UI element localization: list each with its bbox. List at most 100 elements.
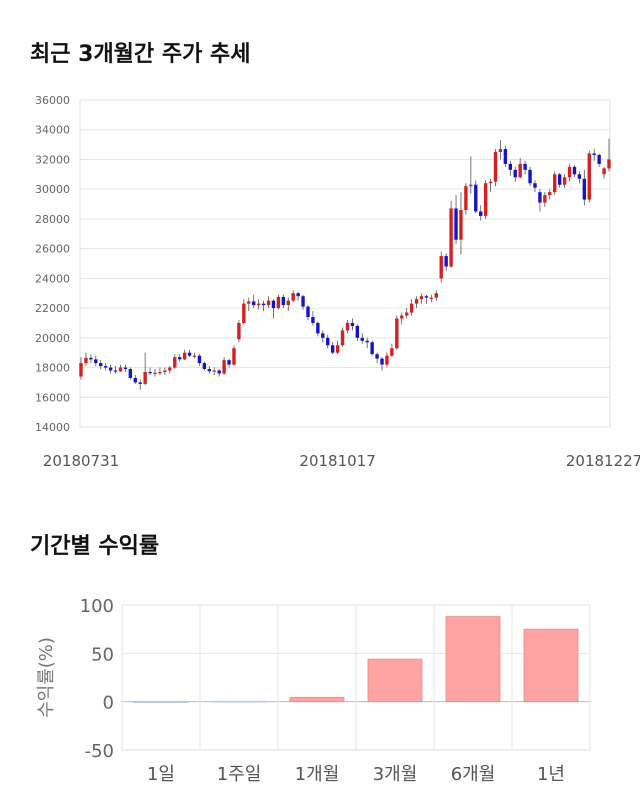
candle-body bbox=[123, 367, 128, 370]
candle-body bbox=[424, 296, 429, 298]
candle-body bbox=[296, 293, 300, 297]
candle bbox=[266, 296, 271, 309]
bar bbox=[211, 700, 267, 703]
candle bbox=[89, 354, 93, 364]
candle-body bbox=[252, 301, 256, 306]
y-axis-label: 수익률(%) bbox=[36, 637, 57, 718]
candle-body bbox=[128, 369, 133, 378]
candle-body bbox=[498, 149, 503, 153]
bar bbox=[367, 658, 423, 703]
y-tick-label: 30000 bbox=[35, 183, 70, 196]
candle bbox=[281, 294, 286, 309]
candle-body bbox=[192, 355, 197, 357]
candle bbox=[326, 334, 330, 349]
candle bbox=[296, 291, 300, 301]
candle bbox=[306, 305, 310, 320]
candle-body bbox=[553, 174, 557, 193]
candle-body bbox=[404, 312, 409, 316]
candle-body bbox=[227, 360, 231, 365]
y-tick-label: 36000 bbox=[35, 94, 70, 107]
candle bbox=[562, 174, 567, 188]
candle bbox=[242, 299, 246, 325]
bar bbox=[523, 628, 579, 703]
candle-body bbox=[173, 357, 177, 368]
candle-body bbox=[493, 152, 498, 182]
candle bbox=[271, 299, 276, 319]
candle-body bbox=[103, 366, 108, 368]
candle bbox=[528, 166, 532, 187]
candle bbox=[118, 364, 123, 373]
y-tick-label: 32000 bbox=[35, 153, 70, 166]
candle bbox=[138, 379, 142, 390]
candle-body bbox=[414, 299, 419, 304]
candle bbox=[488, 178, 493, 193]
candle-body bbox=[548, 192, 552, 196]
y-tick-label: 14000 bbox=[35, 421, 70, 434]
candle-body bbox=[449, 208, 453, 267]
candle bbox=[582, 169, 587, 206]
candle-body bbox=[400, 315, 404, 319]
candle bbox=[123, 364, 128, 373]
candle-body bbox=[488, 181, 493, 184]
candle-body bbox=[326, 337, 330, 346]
candle bbox=[217, 369, 221, 377]
candle bbox=[187, 349, 192, 358]
candle-body bbox=[385, 355, 389, 365]
candle bbox=[592, 149, 596, 161]
candle-body bbox=[365, 340, 369, 343]
candle bbox=[276, 294, 281, 310]
candle bbox=[587, 150, 591, 203]
candle-body bbox=[316, 322, 320, 334]
candle-body bbox=[587, 153, 591, 200]
candle bbox=[237, 319, 241, 343]
candle bbox=[572, 165, 577, 178]
candle-body bbox=[118, 367, 123, 372]
y-tick-label: 100 bbox=[80, 596, 114, 617]
candle-body bbox=[597, 154, 601, 164]
candle bbox=[340, 327, 345, 347]
candle-body bbox=[330, 345, 335, 353]
candle-body bbox=[182, 352, 187, 360]
candle-body bbox=[335, 345, 340, 353]
candle bbox=[316, 321, 320, 337]
candle bbox=[424, 294, 429, 304]
candle-body bbox=[592, 153, 596, 155]
candle bbox=[419, 293, 424, 304]
candle bbox=[469, 156, 473, 194]
candle-body bbox=[163, 370, 167, 373]
y-tick-label: -50 bbox=[85, 741, 114, 762]
candle bbox=[212, 367, 216, 375]
candle bbox=[256, 299, 261, 310]
candle-body bbox=[177, 357, 182, 360]
candle bbox=[350, 318, 355, 331]
candle-body bbox=[321, 333, 325, 338]
candle bbox=[498, 140, 503, 160]
candle bbox=[99, 360, 103, 370]
candle bbox=[538, 189, 542, 212]
candle bbox=[192, 352, 197, 359]
candle bbox=[434, 290, 438, 301]
candle-body bbox=[345, 322, 350, 331]
candle bbox=[202, 361, 207, 371]
candle bbox=[365, 337, 369, 349]
candle-body bbox=[207, 369, 211, 372]
candle bbox=[602, 166, 606, 179]
candle bbox=[459, 192, 463, 255]
x-tick-label: 6개월 bbox=[451, 764, 496, 785]
candle-body bbox=[138, 382, 142, 384]
candle bbox=[113, 366, 118, 374]
candle bbox=[128, 367, 133, 380]
candle-body bbox=[483, 183, 488, 216]
candle-body bbox=[419, 296, 424, 300]
candle bbox=[335, 340, 340, 355]
candle bbox=[163, 367, 167, 375]
candle bbox=[222, 357, 226, 375]
candle bbox=[197, 354, 202, 367]
y-tick-label: 22000 bbox=[35, 302, 70, 315]
x-tick-label: 20181227 bbox=[566, 452, 640, 470]
y-tick-label: 0 bbox=[103, 693, 114, 714]
candle bbox=[454, 195, 458, 245]
candle bbox=[261, 300, 266, 312]
candle bbox=[232, 345, 236, 367]
candle-body bbox=[168, 367, 172, 371]
